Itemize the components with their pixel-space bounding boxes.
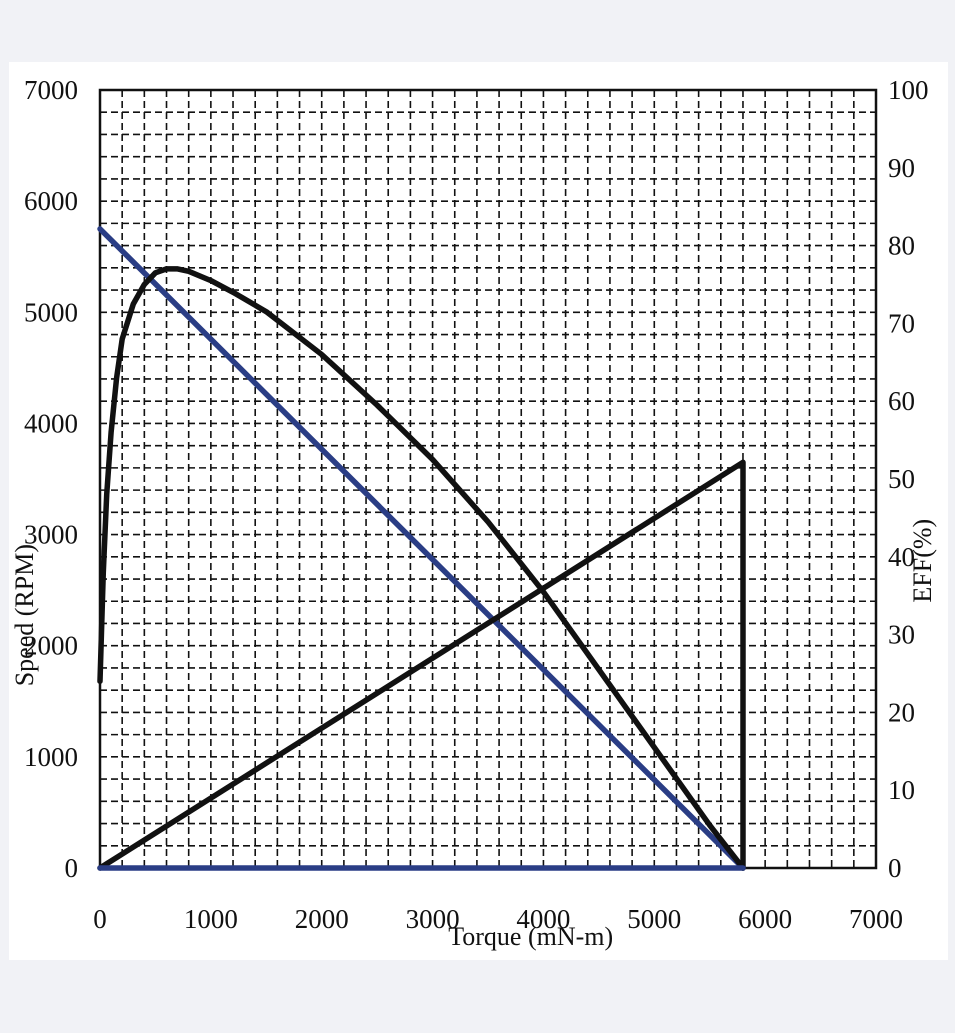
- x-tick-label: 2000: [295, 904, 349, 934]
- grid: [100, 90, 876, 868]
- y-tick-label: 7000: [24, 75, 78, 105]
- y-tick-label: 5000: [24, 297, 78, 327]
- y2-tick-label: 60: [888, 386, 915, 416]
- x-tick-label: 1000: [184, 904, 238, 934]
- y-tick-label: 2000: [24, 631, 78, 661]
- y-axis-label: Speed (RPM): [10, 544, 39, 686]
- y2-tick-label: 20: [888, 697, 915, 727]
- x-tick-label: 4000: [516, 904, 570, 934]
- series-line-2: [97, 266, 746, 871]
- y2-axis-ticks: 0 10 20 30 40 50 60 70 80 90 100: [888, 75, 929, 883]
- y2-tick-label: 0: [888, 853, 902, 883]
- y2-tick-label: 90: [888, 153, 915, 183]
- series-line-3: [97, 459, 746, 871]
- y2-tick-label: 80: [888, 231, 915, 261]
- y-tick-label: 3000: [24, 520, 78, 550]
- x-axis-label: Torque (mN-m): [448, 922, 613, 951]
- y2-tick-label: 40: [888, 542, 915, 572]
- y2-tick-label: 50: [888, 464, 915, 494]
- y2-axis-label: EFF(%): [908, 519, 937, 603]
- series-layer: [97, 226, 746, 871]
- x-tick-label: 5000: [627, 904, 681, 934]
- y-tick-label: 1000: [24, 742, 78, 772]
- y2-tick-label: 70: [888, 308, 915, 338]
- x-tick-label: 6000: [738, 904, 792, 934]
- chart-frame: 0 1000 2000 3000 4000 5000 6000 7000 0 1000 2000 3…: [9, 62, 948, 960]
- plot-border: [98, 88, 878, 870]
- x-tick-label: 0: [93, 904, 107, 934]
- series-line-1: [97, 226, 746, 871]
- y2-tick-label: 100: [888, 75, 929, 105]
- y-tick-label: 0: [65, 853, 79, 883]
- y-tick-label: 6000: [24, 186, 78, 216]
- x-axis-ticks: 0 1000 2000 3000 4000 5000 6000 7000: [93, 904, 903, 934]
- y2-tick-label: 10: [888, 775, 915, 805]
- y-axis-ticks: 0 1000 2000 3000 4000 5000 6000 7000: [24, 75, 78, 883]
- y2-tick-label: 30: [888, 620, 915, 650]
- x-tick-label: 7000: [849, 904, 903, 934]
- y-tick-label: 4000: [24, 408, 78, 438]
- chart-svg: 0 1000 2000 3000 4000 5000 6000 7000 0100020003…: [10, 75, 937, 951]
- x-tick-label: 3000: [406, 904, 460, 934]
